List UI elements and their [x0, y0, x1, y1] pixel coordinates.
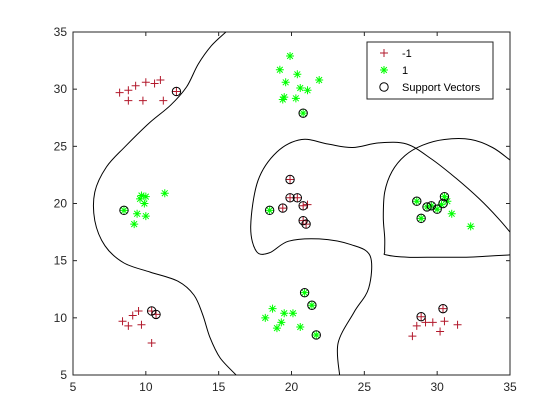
data-point [280, 309, 288, 317]
x-tick-label: 20 [285, 380, 299, 394]
data-point [280, 93, 288, 101]
x-tick-label: 30 [430, 380, 444, 394]
data-point [289, 309, 297, 317]
data-point [296, 323, 304, 331]
y-tick-label: 15 [54, 254, 68, 268]
y-tick-label: 5 [60, 368, 67, 382]
data-point [296, 84, 304, 92]
data-point [282, 78, 290, 86]
data-point [140, 200, 148, 208]
data-point [304, 86, 312, 94]
legend-label-3: Support Vectors [402, 82, 481, 94]
y-tick-label: 25 [54, 139, 68, 153]
x-tick-label: 5 [70, 380, 77, 394]
data-point [315, 76, 323, 84]
data-point [293, 70, 301, 78]
data-point [292, 94, 300, 102]
data-point [130, 220, 138, 228]
data-point [277, 318, 285, 326]
y-tick-label: 35 [54, 25, 68, 39]
data-point [133, 210, 141, 218]
data-point [142, 212, 150, 220]
y-tick-label: 30 [54, 82, 68, 96]
data-point [269, 305, 277, 313]
data-point [261, 314, 269, 322]
data-point [142, 193, 150, 201]
legend: -1 1 Support Vectors [367, 42, 493, 99]
legend-label-2: 1 [402, 65, 408, 77]
x-tick-label: 10 [139, 380, 153, 394]
data-point [161, 189, 169, 197]
x-tick-label: 35 [503, 380, 517, 394]
legend-label-1: -1 [402, 48, 412, 60]
y-tick-label: 10 [54, 311, 68, 325]
data-point [286, 52, 294, 60]
data-point [276, 66, 284, 74]
data-point [279, 95, 287, 103]
x-tick-label: 15 [212, 380, 226, 394]
data-point [467, 222, 475, 230]
y-tick-label: 20 [54, 197, 68, 211]
data-point [448, 210, 456, 218]
legend-marker-2 [380, 66, 388, 74]
data-point [273, 324, 281, 332]
x-tick-label: 25 [358, 380, 372, 394]
